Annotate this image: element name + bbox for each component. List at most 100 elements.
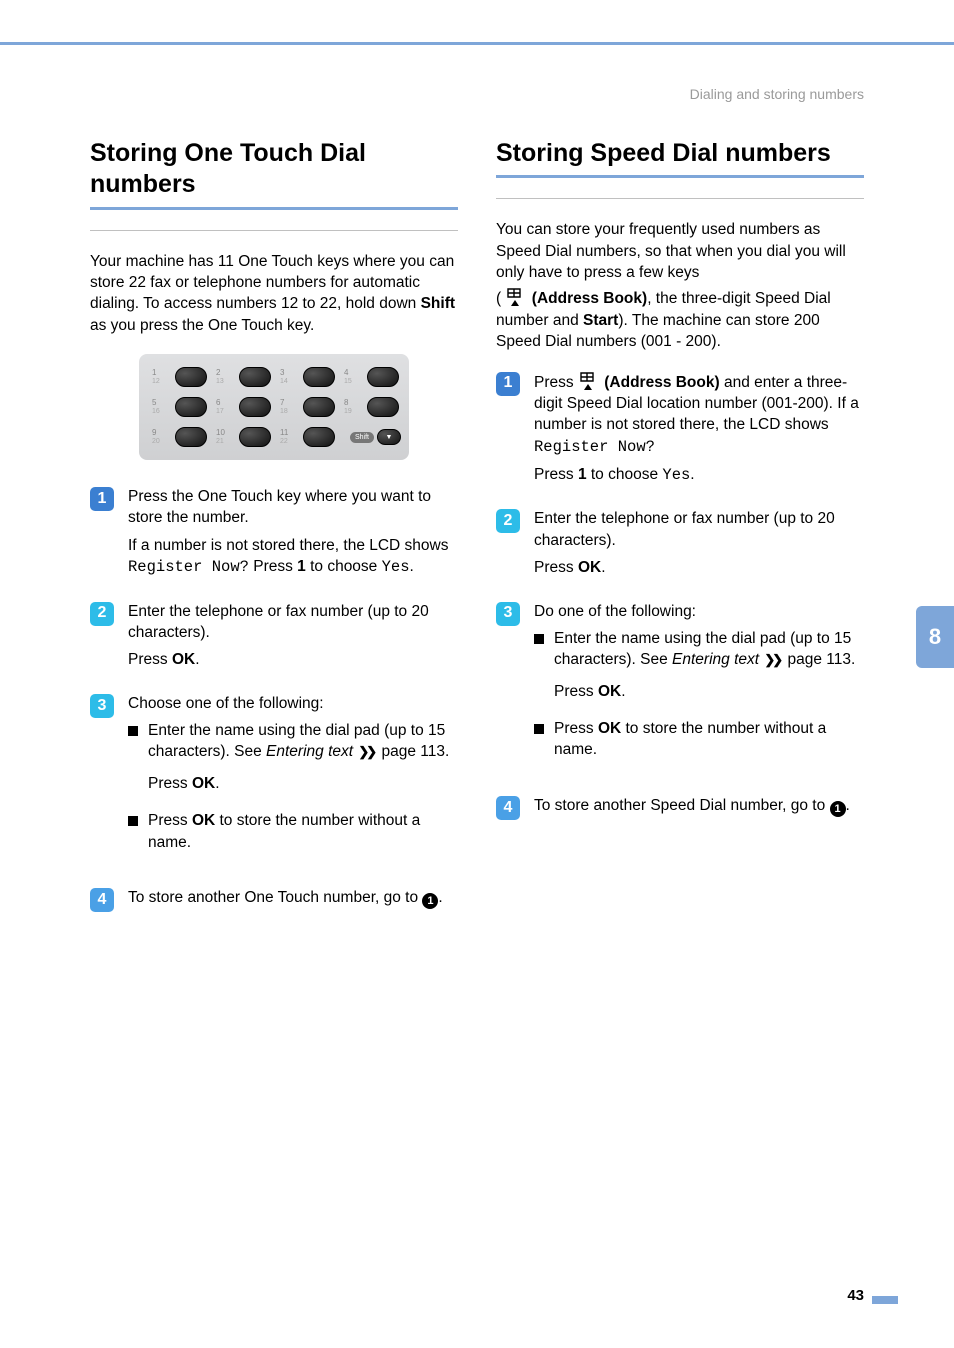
key-label: 1122 [277, 429, 299, 445]
text: Press OK. [128, 649, 458, 670]
ok-key: OK [192, 775, 215, 792]
text: Enter the name using the dial pad (up to… [148, 720, 458, 763]
xref: Entering text [266, 743, 353, 760]
text: Press the One Touch key where you want t… [128, 486, 458, 529]
step-badge-3: 3 [496, 602, 520, 626]
sub-list: Enter the name using the dial pad (up to… [128, 720, 458, 859]
text: Press [249, 558, 297, 575]
step-body: To store another One Touch number, go to… [128, 887, 458, 916]
left-step-1: 1 Press the One Touch key where you want… [90, 486, 458, 585]
ok-key: OK [192, 812, 215, 829]
step-body: Enter the telephone or fax number (up to… [128, 601, 458, 677]
step-body: Choose one of the following: Enter the n… [128, 693, 458, 871]
right-intro-1: You can store your frequently used numbe… [496, 219, 864, 283]
step-badge-1: 1 [496, 372, 520, 396]
step-ref-1-icon: 1 [830, 801, 846, 817]
key-button [303, 427, 335, 447]
key-button [367, 397, 399, 417]
breadcrumb: Dialing and storing numbers [690, 86, 864, 102]
bullet-body: Press OK to store the number without a n… [148, 810, 458, 859]
bullet-body: Press OK to store the number without a n… [554, 718, 864, 767]
text: to choose [587, 466, 663, 483]
address-book-icon [506, 287, 524, 307]
key-label: 112 [149, 369, 171, 385]
text: Enter the telephone or fax number (up to… [534, 508, 864, 551]
lcd-text: Yes [382, 558, 410, 576]
step-body: Enter the telephone or fax number (up to… [534, 508, 864, 584]
key-button [239, 397, 271, 417]
left-intro: Your machine has 11 One Touch keys where… [90, 251, 458, 337]
key-label: 819 [341, 399, 363, 415]
text: To store another Speed Dial number, go t… [534, 795, 864, 818]
step-badge-4: 4 [90, 888, 114, 912]
double-arrow-icon [763, 651, 783, 668]
content: Storing One Touch Dial numbers Your mach… [90, 138, 864, 931]
bullet-icon [128, 816, 138, 826]
text: ( [496, 290, 505, 307]
bullet-icon [128, 726, 138, 736]
shift-pill: Shift [350, 432, 374, 443]
text: Press [554, 720, 598, 737]
bullet-body: Enter the name using the dial pad (up to… [554, 628, 864, 708]
text: Press OK to store the number without a n… [148, 810, 458, 853]
left-step-4: 4 To store another One Touch number, go … [90, 887, 458, 916]
key-button [175, 367, 207, 387]
ok-key: OK [578, 559, 601, 576]
bullet-item: Press OK to store the number without a n… [534, 718, 864, 767]
key-label: 415 [341, 369, 363, 385]
key-button [303, 397, 335, 417]
left-step-2: 2 Enter the telephone or fax number (up … [90, 601, 458, 677]
page-bar [872, 1296, 898, 1304]
text: Press [534, 466, 578, 483]
left-step-3: 3 Choose one of the following: Enter the… [90, 693, 458, 871]
text: Press [148, 812, 192, 829]
key-button [175, 397, 207, 417]
step-badge-2: 2 [496, 509, 520, 533]
shift-cell: Shift [341, 429, 401, 445]
text: If a number is not stored there, the LCD… [128, 537, 449, 554]
left-column: Storing One Touch Dial numbers Your mach… [90, 138, 458, 931]
right-step-2: 2 Enter the telephone or fax number (up … [496, 508, 864, 584]
step-badge-4: 4 [496, 796, 520, 820]
text: Press [534, 559, 578, 576]
right-heading-rule-2 [496, 198, 864, 199]
key-1: 1 [578, 466, 587, 483]
step-body: To store another Speed Dial number, go t… [534, 795, 864, 824]
right-step-3: 3 Do one of the following: Enter the nam… [496, 601, 864, 779]
key-button [367, 367, 399, 387]
text: Press (Address Book) and enter a three-d… [534, 371, 864, 459]
left-heading-rule-2 [90, 230, 458, 231]
step-body: Press (Address Book) and enter a three-d… [534, 371, 864, 493]
text: Do one of the following: [534, 601, 864, 622]
text: To store another One Touch number, go to [128, 889, 422, 906]
text: page 113. [783, 651, 855, 668]
sub-list: Enter the name using the dial pad (up to… [534, 628, 864, 767]
address-book-label: (Address Book) [604, 374, 719, 391]
text: If a number is not stored there, the LCD… [128, 535, 458, 579]
lcd-text: Register Now? [128, 558, 249, 576]
page-number: 43 [847, 1287, 864, 1304]
ok-key: OK [172, 651, 195, 668]
step-ref-1-icon: 1 [422, 893, 438, 909]
bullet-icon [534, 634, 544, 644]
top-rule [0, 42, 954, 45]
key-button [175, 427, 207, 447]
key-1: 1 [297, 558, 306, 575]
one-touch-keypad: 112 213 314 415 516 617 718 819 920 1021… [139, 354, 409, 460]
key-button [239, 367, 271, 387]
bullet-item: Press OK to store the number without a n… [128, 810, 458, 859]
text: Enter the telephone or fax number (up to… [128, 601, 458, 644]
key-label: 1021 [213, 429, 235, 445]
lcd-text: Yes [662, 466, 690, 484]
right-heading: Storing Speed Dial numbers [496, 138, 864, 169]
ok-key: OK [598, 683, 621, 700]
key-label: 920 [149, 429, 171, 445]
right-intro-2: ( (Address Book), the three-digit Speed … [496, 287, 864, 352]
key-button [239, 427, 271, 447]
text: Choose one of the following: [128, 693, 458, 714]
bullet-item: Enter the name using the dial pad (up to… [128, 720, 458, 800]
text: Your machine has 11 One Touch keys where… [90, 253, 454, 313]
text: Press OK. [534, 557, 864, 578]
right-step-1: 1 Press (Address Book) and enter a three… [496, 371, 864, 493]
text: Enter the name using the dial pad (up to… [554, 628, 864, 671]
